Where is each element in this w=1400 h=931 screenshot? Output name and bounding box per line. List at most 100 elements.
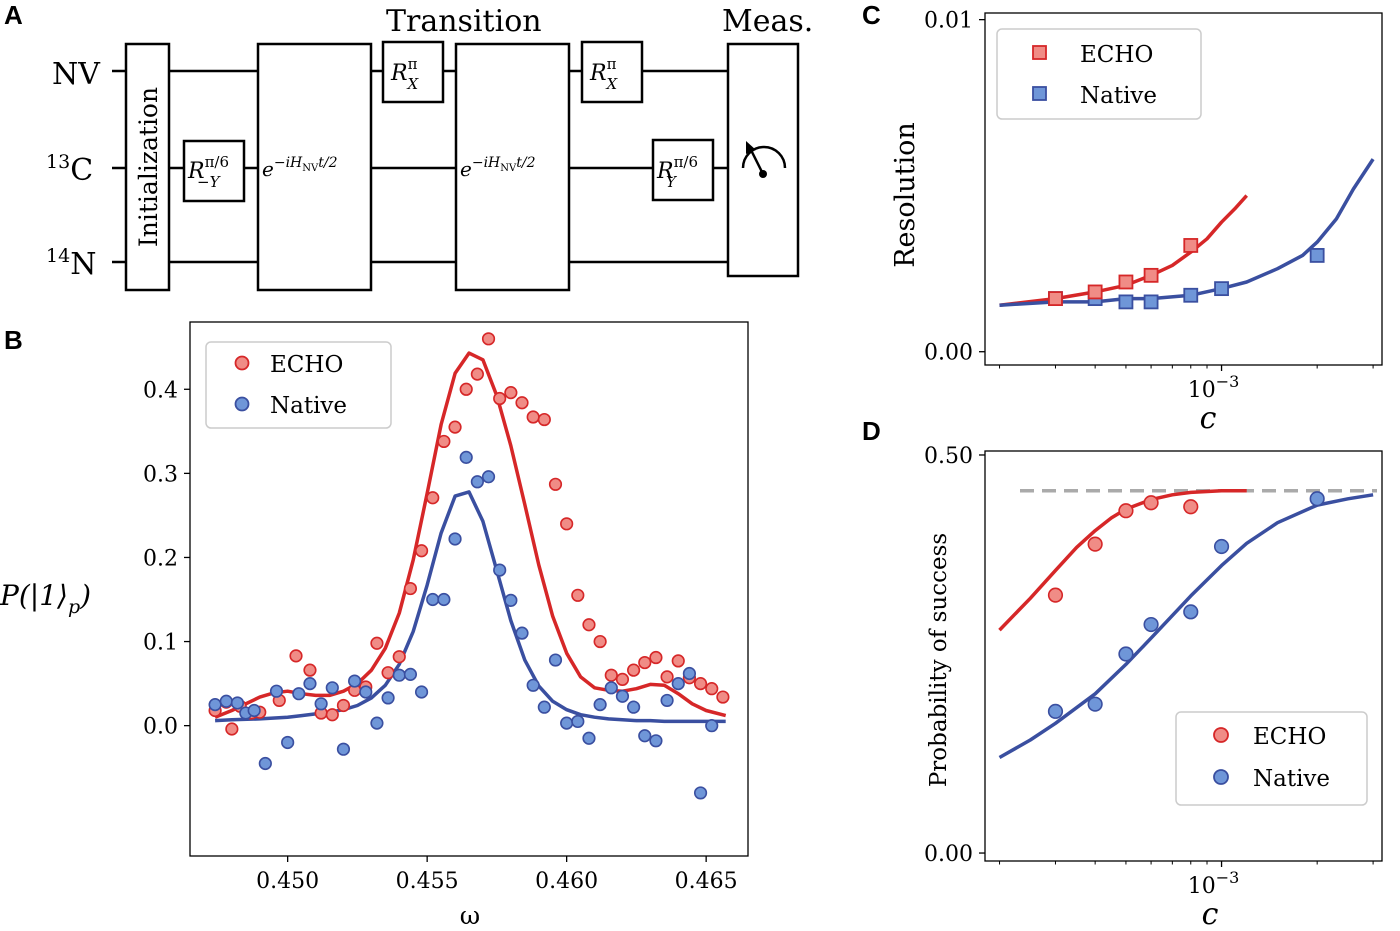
chart-d-point-native bbox=[1183, 604, 1199, 620]
chart-b-point-echo bbox=[481, 332, 496, 346]
chart-b-point-echo bbox=[459, 382, 473, 396]
chart-b-point-echo bbox=[571, 588, 585, 602]
legend-d-native-marker bbox=[1213, 769, 1229, 785]
gate-rx-1 bbox=[381, 40, 445, 104]
chart-b-point-echo bbox=[403, 581, 418, 596]
chart-b-point-native bbox=[493, 563, 507, 577]
chart-b-fit-echo bbox=[214, 351, 727, 719]
chart-b-point-echo bbox=[303, 663, 317, 677]
chart-b-ytick-label: 0.3 bbox=[143, 462, 178, 487]
chart-b-point-native bbox=[336, 742, 351, 756]
chart-b-point-echo bbox=[448, 420, 462, 434]
chart-b-point-native bbox=[208, 698, 222, 712]
chart-b-fit-native bbox=[215, 490, 726, 724]
chart-b-ytick-label: 0.1 bbox=[143, 631, 178, 656]
chart-b-point-echo bbox=[716, 690, 730, 704]
chart-c-point-native bbox=[1143, 294, 1159, 310]
gate-ry-label: Rπ/6 Y bbox=[656, 153, 698, 191]
chart-b-point-native bbox=[359, 685, 373, 699]
qubit-label-13c: 13C bbox=[46, 151, 93, 188]
chart-b-point-echo bbox=[693, 677, 708, 691]
chart-d-point-native bbox=[1213, 538, 1230, 555]
evolution-box-1 bbox=[256, 42, 373, 292]
evolution-label-1: e−iHNVt/2 bbox=[262, 155, 338, 181]
legend-c-echo-marker bbox=[1032, 45, 1047, 60]
chart-c-ylabel: Resolution bbox=[890, 122, 921, 268]
chart-d-ylabel: Probability of success bbox=[926, 533, 952, 787]
chart-c-point-native bbox=[1309, 248, 1325, 263]
chart-b-point-echo bbox=[392, 650, 406, 664]
chart-b-point-native bbox=[705, 719, 719, 733]
qubit-label-14n: 14N bbox=[46, 245, 96, 282]
chart-d-point-native bbox=[1118, 646, 1134, 662]
chart-b-point-native bbox=[403, 667, 418, 681]
chart-b-point-echo bbox=[638, 655, 652, 670]
chart-b-point-native bbox=[247, 703, 261, 718]
legend-c-native-marker bbox=[1032, 86, 1047, 101]
chart-b-point-echo bbox=[370, 636, 384, 650]
chart-b-point-native bbox=[437, 592, 451, 607]
chart-b-point-native bbox=[448, 532, 462, 546]
chart-c-point-echo bbox=[1118, 274, 1134, 290]
chart-b-point-echo bbox=[615, 672, 630, 687]
legend-b-echo-label: ECHO bbox=[270, 352, 343, 378]
chart-b-point-echo bbox=[426, 491, 440, 505]
chart-b-point-echo bbox=[660, 670, 674, 684]
chart-b-point-native bbox=[537, 700, 551, 714]
chart-b-point-native bbox=[515, 626, 529, 640]
chart-b-point-native bbox=[325, 681, 339, 695]
panel-label-d: D bbox=[862, 416, 881, 446]
chart-b-point-echo bbox=[493, 391, 507, 406]
gate-rx-1-label: Rπ X bbox=[390, 55, 419, 93]
transition-label: Transition bbox=[386, 4, 542, 39]
chart-b-point-native bbox=[314, 697, 328, 711]
chart-c-point-echo bbox=[1143, 267, 1159, 283]
chart-d-point-native bbox=[1143, 616, 1159, 633]
chart-c-xtick-label: 10−3 bbox=[1188, 372, 1240, 403]
chart-c-point-echo bbox=[1048, 291, 1063, 306]
chart-b-point-echo bbox=[336, 698, 351, 713]
chart-d: 0.00 0.50 10−3 c Probability of success EC… bbox=[924, 444, 1383, 931]
chart-b-point-echo bbox=[627, 663, 641, 677]
chart-c-ytick-label: 0.00 bbox=[924, 341, 973, 366]
chart-b: 0.0 0.1 0.2 0.3 0.4 0.450 0.455 0.460 0.465 ω P(… bbox=[0, 321, 749, 930]
chart-b-point-native bbox=[526, 678, 540, 692]
legend-c-echo-label: ECHO bbox=[1080, 42, 1153, 68]
chart-c-point-native bbox=[1118, 294, 1134, 310]
chart-b-point-native bbox=[292, 687, 306, 701]
chart-d-point-echo bbox=[1183, 499, 1199, 515]
chart-b-point-native bbox=[548, 653, 563, 667]
chart-b-point-native bbox=[381, 691, 395, 705]
chart-b-point-native bbox=[560, 716, 574, 730]
chart-b-point-native bbox=[671, 677, 685, 691]
gate-ry-neg-label: Rπ/6 −Y bbox=[187, 153, 229, 191]
chart-b-point-native bbox=[303, 677, 317, 691]
chart-b-xlabel: ω bbox=[460, 901, 480, 930]
initialization-box bbox=[124, 42, 171, 292]
chart-d-point-native bbox=[1309, 491, 1325, 507]
chart-b-point-echo bbox=[437, 434, 451, 449]
chart-b-point-echo bbox=[649, 650, 663, 665]
chart-b-point-native bbox=[638, 729, 652, 743]
measurement-box bbox=[726, 42, 800, 278]
chart-b-point-native bbox=[627, 700, 641, 714]
chart-c-point-echo bbox=[1087, 284, 1103, 300]
chart-b-xtick-label: 0.460 bbox=[535, 869, 598, 894]
chart-b-point-echo bbox=[537, 412, 551, 427]
chart-b-point-native bbox=[348, 674, 362, 688]
chart-b-xtick-label: 0.465 bbox=[675, 869, 738, 894]
chart-b-xtick-label: 0.455 bbox=[396, 869, 459, 894]
chart-c-xlabel: c bbox=[1200, 401, 1217, 436]
legend-d-echo-label: ECHO bbox=[1253, 724, 1326, 750]
chart-d-xlabel: c bbox=[1202, 897, 1219, 931]
chart-b-point-echo bbox=[560, 517, 574, 531]
panel-label-c: C bbox=[862, 0, 881, 30]
chart-b-point-native bbox=[426, 592, 440, 607]
legend-c-native-label: Native bbox=[1080, 83, 1157, 109]
chart-c: 0.00 0.01 10−3 c Resolution ECHO Native bbox=[890, 9, 1383, 436]
chart-b-ytick-label: 0.2 bbox=[143, 546, 178, 571]
chart-b-point-native bbox=[370, 716, 384, 730]
chart-b-legend: ECHO Native bbox=[205, 341, 392, 429]
chart-b-point-native bbox=[582, 731, 596, 745]
panel-label-a: A bbox=[4, 0, 23, 30]
